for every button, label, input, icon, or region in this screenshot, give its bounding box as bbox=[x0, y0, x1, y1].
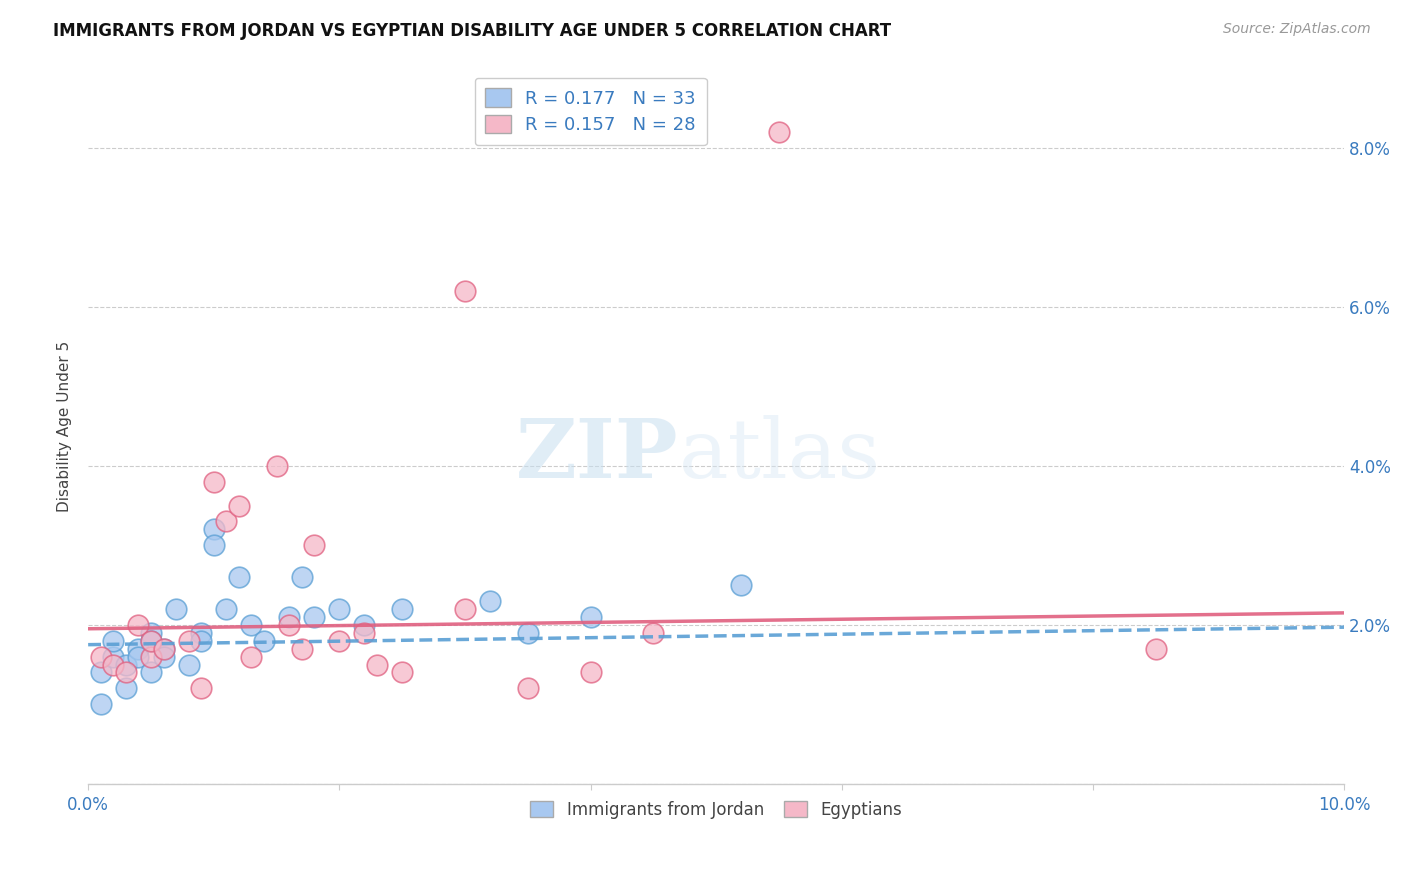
Point bbox=[127, 617, 149, 632]
Point bbox=[1144, 641, 1167, 656]
Point bbox=[240, 617, 263, 632]
Point bbox=[152, 649, 174, 664]
Point bbox=[202, 538, 225, 552]
Point bbox=[139, 665, 162, 680]
Point bbox=[454, 602, 477, 616]
Point bbox=[353, 625, 375, 640]
Point bbox=[127, 641, 149, 656]
Point bbox=[202, 523, 225, 537]
Point bbox=[278, 610, 301, 624]
Point bbox=[103, 649, 125, 664]
Point bbox=[139, 633, 162, 648]
Point bbox=[454, 284, 477, 298]
Point bbox=[516, 681, 538, 696]
Point bbox=[291, 641, 314, 656]
Text: Source: ZipAtlas.com: Source: ZipAtlas.com bbox=[1223, 22, 1371, 37]
Point bbox=[165, 602, 187, 616]
Point bbox=[90, 649, 112, 664]
Point bbox=[253, 633, 276, 648]
Point bbox=[190, 681, 212, 696]
Point bbox=[643, 625, 665, 640]
Point bbox=[90, 665, 112, 680]
Point bbox=[190, 633, 212, 648]
Point bbox=[730, 578, 752, 592]
Point bbox=[103, 657, 125, 672]
Point bbox=[202, 475, 225, 489]
Point bbox=[391, 602, 413, 616]
Point bbox=[114, 657, 136, 672]
Legend: Immigrants from Jordan, Egyptians: Immigrants from Jordan, Egyptians bbox=[523, 794, 908, 825]
Point bbox=[353, 617, 375, 632]
Point bbox=[215, 602, 238, 616]
Point bbox=[190, 625, 212, 640]
Text: IMMIGRANTS FROM JORDAN VS EGYPTIAN DISABILITY AGE UNDER 5 CORRELATION CHART: IMMIGRANTS FROM JORDAN VS EGYPTIAN DISAB… bbox=[53, 22, 891, 40]
Point bbox=[579, 665, 602, 680]
Point bbox=[579, 610, 602, 624]
Point bbox=[516, 625, 538, 640]
Y-axis label: Disability Age Under 5: Disability Age Under 5 bbox=[58, 341, 72, 512]
Point bbox=[228, 570, 250, 584]
Point bbox=[768, 125, 790, 139]
Text: ZIP: ZIP bbox=[516, 415, 679, 495]
Point bbox=[328, 633, 350, 648]
Point bbox=[278, 617, 301, 632]
Point bbox=[139, 625, 162, 640]
Point bbox=[127, 649, 149, 664]
Point bbox=[139, 633, 162, 648]
Point bbox=[152, 641, 174, 656]
Point bbox=[291, 570, 314, 584]
Point bbox=[302, 538, 325, 552]
Point bbox=[240, 649, 263, 664]
Point bbox=[103, 633, 125, 648]
Point bbox=[266, 458, 288, 473]
Point bbox=[479, 594, 502, 608]
Point bbox=[228, 499, 250, 513]
Point bbox=[215, 515, 238, 529]
Point bbox=[177, 657, 200, 672]
Point bbox=[366, 657, 388, 672]
Point bbox=[391, 665, 413, 680]
Point bbox=[177, 633, 200, 648]
Text: atlas: atlas bbox=[679, 415, 880, 495]
Point bbox=[114, 665, 136, 680]
Point bbox=[90, 698, 112, 712]
Point bbox=[152, 641, 174, 656]
Point bbox=[328, 602, 350, 616]
Point bbox=[139, 649, 162, 664]
Point bbox=[114, 681, 136, 696]
Point bbox=[302, 610, 325, 624]
